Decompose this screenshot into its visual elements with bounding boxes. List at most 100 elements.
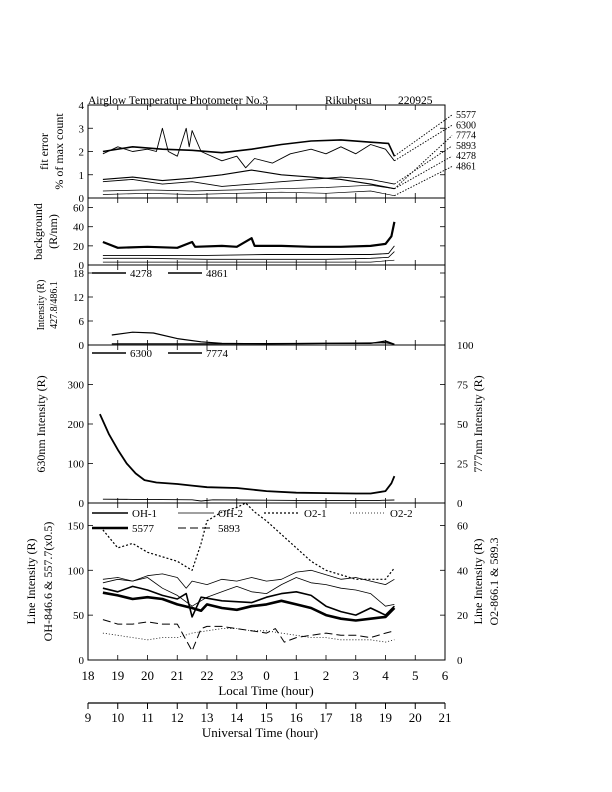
utc-tick-label: 17 — [320, 710, 334, 725]
local-time-tick: 20 — [141, 668, 154, 683]
series-6300 — [99, 413, 396, 495]
series-thin-top — [102, 569, 395, 589]
legend-label: 6300 — [130, 348, 153, 360]
legend-leader — [394, 166, 453, 197]
y-tick-label: 6 — [79, 316, 85, 328]
legend-label: OH-1 — [132, 508, 157, 520]
series-4861 — [111, 340, 395, 345]
panel-red_intensity: 0 100 200 300 0 25 50 75 100 630nm Intensity (R) 7… — [34, 340, 485, 510]
y-tick-label: 12 — [73, 292, 84, 304]
series-line-1 — [102, 245, 395, 256]
local-time-tick: 23 — [230, 668, 243, 683]
panel-frame — [87, 344, 446, 504]
local-time-label: Local Time (hour) — [218, 683, 313, 698]
legend-label: 5577 — [132, 523, 155, 535]
y2-tick-label: 0 — [457, 498, 463, 510]
utc-tick-label: 20 — [409, 710, 422, 725]
utc-tick-label: 21 — [439, 710, 452, 725]
utc-tick-label: 19 — [379, 710, 392, 725]
series-OH-2 — [102, 577, 395, 607]
series-5893 — [102, 176, 395, 187]
legend-label: 4861 — [456, 162, 476, 173]
series-6300 — [102, 127, 395, 169]
local-time-tick: 1 — [293, 668, 300, 683]
y-axis-label: 630nm Intensity (R) — [34, 375, 48, 472]
legend-leader — [394, 155, 453, 190]
y2-tick-label: 100 — [457, 340, 474, 352]
utc-tick-label: 14 — [230, 710, 244, 725]
local-time-tick: 2 — [323, 668, 330, 683]
y-axis-label: Line Intensity (R) — [24, 539, 38, 625]
y2-tick-label: 25 — [457, 459, 469, 471]
station-name: Rikubetsu — [325, 95, 372, 107]
local-time-tick: 0 — [263, 668, 270, 683]
y-tick-label: 0 — [79, 193, 85, 205]
legend-label: O2-2 — [390, 508, 413, 520]
y-tick-label: 18 — [73, 268, 85, 280]
utc-tick-label: 10 — [111, 710, 124, 725]
y-axis-label: fit error — [37, 133, 51, 170]
y-axis-label: 427.8/486.1 — [49, 281, 60, 329]
series-4278 — [111, 331, 395, 345]
panel-background: 0 20 40 60 background (R/nm) — [31, 197, 446, 272]
utc-tick-label: 18 — [349, 710, 362, 725]
series-4278 — [102, 184, 395, 192]
local-time-tick: 5 — [412, 668, 419, 683]
utc-label: Universal Time (hour) — [202, 725, 318, 740]
legend-leader — [394, 124, 453, 162]
utc-tick-label: 16 — [290, 710, 304, 725]
y2-axis-label: 777nm Intensity (R) — [471, 375, 485, 472]
y-tick-label: 200 — [68, 419, 85, 431]
legend-label: 4278 — [130, 268, 153, 280]
series-7774 — [102, 169, 395, 190]
y-tick-label: 0 — [79, 260, 85, 272]
legend-label: 4861 — [206, 268, 228, 280]
legend-label: 7774 — [456, 131, 476, 142]
utc-tick-label: 11 — [141, 710, 154, 725]
legend-label: O2-1 — [304, 508, 327, 520]
series-7774 — [102, 498, 395, 502]
y-axis-label: (R/nm) — [46, 214, 60, 249]
local-time-tick: 21 — [171, 668, 184, 683]
legend-label: OH-2 — [218, 508, 243, 520]
local-time-tick: 22 — [201, 668, 214, 683]
series-5893 — [102, 619, 395, 652]
y2-tick-label: 50 — [457, 419, 469, 431]
legend-leader — [394, 145, 453, 185]
local-time-tick: 18 — [82, 668, 95, 683]
legend-leader — [394, 135, 453, 190]
y-tick-label: 2 — [79, 147, 85, 159]
series-line-0 — [102, 221, 396, 249]
series-O2-1 — [102, 503, 395, 580]
y2-tick-label: 75 — [457, 380, 469, 392]
panel-fit_error: 0 1 2 3 4 fit error% of max count 557763007774… — [37, 100, 476, 205]
y2-tick-label: 60 — [457, 520, 469, 532]
legend-leader — [394, 114, 453, 157]
local-time-tick: 6 — [442, 668, 449, 683]
utc-tick-label: 15 — [260, 710, 273, 725]
y2-axis-label: Line Intensity (R) — [471, 539, 485, 625]
legend-label: 4278 — [456, 151, 476, 162]
legend-label: 7774 — [206, 348, 229, 360]
series-5577 — [102, 591, 396, 622]
y-axis-label: OH-846.6 & 557.7(x0.5) — [41, 522, 55, 642]
legend-label: 5893 — [456, 141, 476, 152]
utc-tick-label: 12 — [171, 710, 184, 725]
series-OH-1 — [102, 585, 395, 618]
y-tick-label: 3 — [79, 123, 85, 135]
y2-tick-label: 0 — [457, 655, 463, 667]
series-4861 — [102, 190, 395, 197]
y-tick-label: 0 — [79, 498, 85, 510]
y-axis-label: Intensity (R) — [36, 280, 47, 331]
y2-tick-label: 40 — [457, 565, 469, 577]
series-5577 — [102, 139, 396, 157]
y-tick-label: 50 — [73, 610, 85, 622]
y2-tick-label: 20 — [457, 610, 469, 622]
figure-date: 220925 — [398, 95, 433, 107]
legend-label: 5577 — [456, 110, 476, 121]
y-tick-label: 150 — [68, 520, 85, 532]
y-tick-label: 1 — [79, 170, 85, 182]
